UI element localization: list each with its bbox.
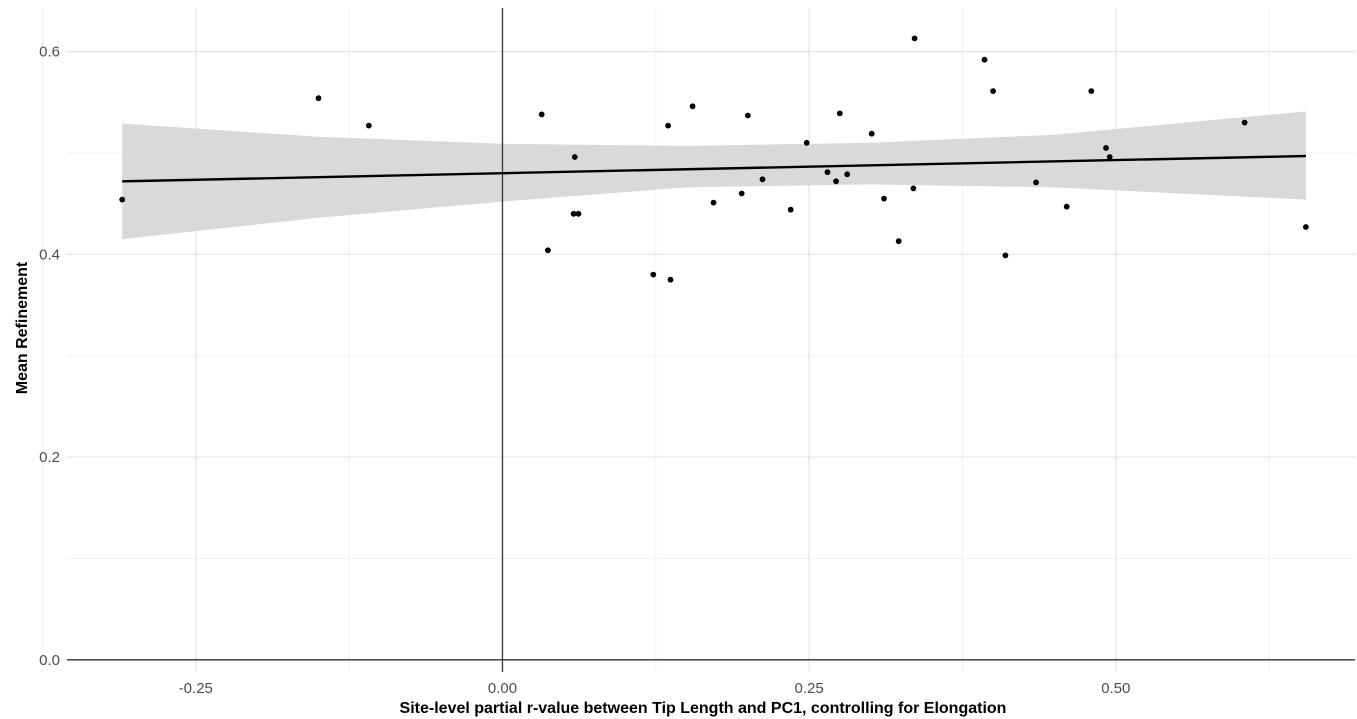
y-tick-label: 0.4 xyxy=(39,246,60,263)
y-axis-title: Mean Refinement xyxy=(14,261,31,394)
confidence-band xyxy=(122,111,1306,240)
data-points xyxy=(119,35,1309,283)
confidence-band-layer xyxy=(122,111,1306,240)
y-tick-label: 0.6 xyxy=(39,44,60,61)
data-point xyxy=(1088,88,1095,94)
data-point xyxy=(315,95,322,102)
data-point xyxy=(881,195,887,202)
y-tick-label: 0.2 xyxy=(39,449,60,466)
data-point xyxy=(650,271,657,278)
data-point xyxy=(545,247,551,254)
data-point xyxy=(665,122,671,129)
x-tick-label: 0.50 xyxy=(1101,680,1130,697)
data-point xyxy=(759,176,766,183)
data-point xyxy=(710,199,717,206)
data-point xyxy=(744,112,751,119)
data-point xyxy=(365,122,372,129)
data-point xyxy=(836,110,843,117)
data-point xyxy=(1002,252,1009,259)
data-point xyxy=(787,206,794,213)
data-point xyxy=(844,171,851,178)
data-point xyxy=(538,111,545,118)
data-point xyxy=(1241,119,1248,126)
data-point xyxy=(570,210,577,217)
x-axis-title: Site-level partial r-value between Tip L… xyxy=(400,700,1007,717)
x-tick-label: 0.25 xyxy=(795,680,824,697)
data-point xyxy=(868,130,875,137)
grid-minor xyxy=(41,8,1355,672)
x-tick-labels: -0.25 0.00 0.25 0.50 xyxy=(179,680,1131,697)
data-point xyxy=(1033,179,1039,186)
x-tick-label: 0.00 xyxy=(488,680,517,697)
reference-lines xyxy=(67,8,1355,672)
data-point xyxy=(981,56,988,63)
data-point xyxy=(571,154,578,160)
data-point xyxy=(1063,203,1070,210)
grid-major xyxy=(67,8,1355,672)
data-point xyxy=(824,169,831,176)
data-point xyxy=(1303,224,1309,230)
data-point xyxy=(119,196,126,203)
x-tick-label: -0.25 xyxy=(179,680,213,697)
data-point xyxy=(1106,154,1113,160)
data-point xyxy=(575,210,582,217)
data-point xyxy=(895,238,902,245)
data-point xyxy=(911,35,918,42)
data-point xyxy=(1103,145,1109,151)
y-tick-labels: 0.0 0.2 0.4 0.6 xyxy=(39,44,60,669)
data-point xyxy=(910,185,917,192)
data-point xyxy=(667,276,674,283)
y-tick-label: 0.0 xyxy=(39,652,60,669)
data-point xyxy=(803,139,810,146)
data-point xyxy=(990,88,996,94)
trend-line-layer xyxy=(122,154,1306,183)
data-point xyxy=(833,178,839,185)
data-point xyxy=(689,103,696,110)
trend-line xyxy=(122,154,1306,183)
data-point xyxy=(738,190,745,197)
